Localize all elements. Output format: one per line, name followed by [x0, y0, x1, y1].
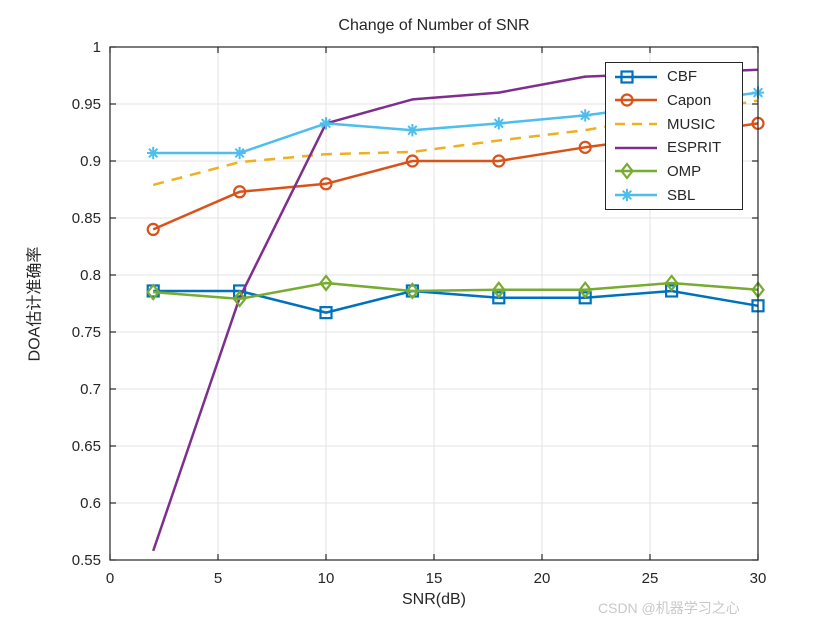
legend-sample-capon: [615, 93, 657, 108]
x-tick-label: 0: [106, 570, 114, 587]
legend-label: CBF: [667, 68, 697, 86]
y-tick-label: 0.55: [72, 552, 101, 569]
legend-sample-music: [615, 122, 657, 126]
chart-title: Change of Number of SNR: [338, 17, 530, 34]
legend: CBF Capon MUSIC ESPRIT OMP SBL: [605, 62, 743, 210]
x-tick-label: 15: [426, 570, 443, 587]
y-tick-label: 1: [93, 39, 101, 56]
legend-item-esprit: ESPRIT: [606, 136, 742, 159]
x-tick-label: 30: [750, 570, 767, 587]
y-tick-label: 0.85: [72, 210, 101, 227]
y-tick-label: 0.8: [80, 267, 101, 284]
y-tick-label: 0.65: [72, 438, 101, 455]
series-music: [152, 99, 759, 187]
legend-item-omp: OMP: [606, 160, 742, 183]
x-tick-label: 5: [214, 570, 222, 587]
series-line: [153, 281, 759, 301]
legend-label: OMP: [667, 162, 702, 180]
tick-labels: 0 5 10 15 20 25 30 0.55 0.6 0.65 0.7 0.75 0.8 0.85 0.9…: [72, 39, 767, 587]
series-omp: [146, 274, 765, 308]
legend-label: ESPRIT: [667, 139, 722, 157]
legend-sample-esprit: [615, 146, 657, 150]
legend-item-music: MUSIC: [606, 113, 742, 136]
y-tick-label: 0.9: [80, 153, 101, 170]
axis-ticks: [109, 46, 759, 561]
x-tick-label: 20: [534, 570, 551, 587]
watermark: CSDN @机器学习之心: [598, 600, 740, 616]
y-tick-label: 0.6: [80, 495, 101, 512]
y-tick-label: 0.95: [72, 96, 101, 113]
legend-label: SBL: [667, 186, 696, 204]
legend-sample-sbl: [615, 188, 657, 202]
series-line: [152, 99, 759, 187]
x-axis-label: SNR(dB): [401, 591, 466, 608]
x-tick-label: 10: [318, 570, 335, 587]
legend-sample-cbf: [615, 70, 657, 84]
legend-item-capon: Capon: [606, 89, 742, 112]
y-tick-label: 0.75: [72, 324, 101, 341]
y-tick-label: 0.7: [80, 381, 101, 398]
legend-item-sbl: SBL: [606, 184, 742, 207]
legend-item-cbf: CBF: [606, 65, 742, 88]
legend-label: Capon: [667, 91, 712, 109]
x-tick-label: 25: [642, 570, 659, 587]
series-line: [153, 289, 759, 314]
legend-label: MUSIC: [667, 115, 716, 133]
legend-sample-omp: [615, 162, 657, 181]
y-axis-label: DOA估计准确率: [26, 246, 44, 362]
